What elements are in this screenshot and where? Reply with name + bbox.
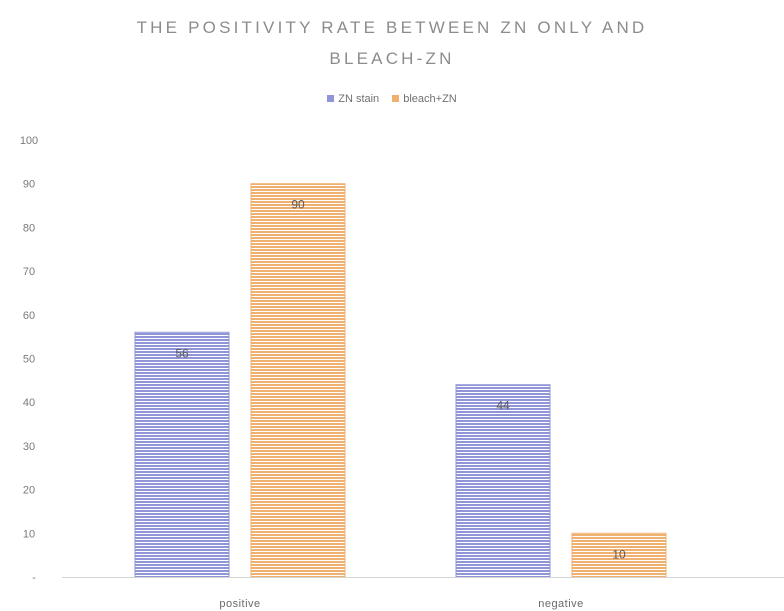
y-tick-label-30: 30 <box>23 441 35 453</box>
bar-negative-zn-stain <box>455 384 551 578</box>
y-tick-label-10: 10 <box>23 528 35 540</box>
y-tick-label-80: 80 <box>23 222 35 234</box>
bar-negative-bleach-zn <box>571 532 667 578</box>
y-tick-label-90: 90 <box>23 179 35 191</box>
y-tick-label-60: 60 <box>23 310 35 322</box>
x-category-label-positive: positive <box>219 598 260 610</box>
y-tick-label-20: 20 <box>23 485 35 497</box>
legend-label-zn-stain: ZN stain <box>338 93 380 105</box>
legend-item-zn-stain: ZN stain <box>327 93 379 105</box>
y-tick-label-70: 70 <box>23 266 35 278</box>
chart-title-line-1: THE POSITIVITY RATE BETWEEN ZN ONLY AND <box>136 18 648 37</box>
y-tick-label-40: 40 <box>23 397 35 409</box>
chart-legend: ZN stain bleach+ZN <box>0 93 784 105</box>
legend-swatch-bleach-zn <box>392 95 400 102</box>
y-tick-label-100: 100 <box>20 135 38 147</box>
data-label-negative-bleach-zn: 10 <box>612 547 626 561</box>
data-label-positive-bleach-zn: 90 <box>291 198 305 212</box>
legend-label-bleach-zn: bleach+ZN <box>403 93 457 105</box>
y-tick-label-50: 50 <box>23 354 35 366</box>
legend-item-bleach-zn: bleach+ZN <box>392 93 457 105</box>
legend-swatch-zn-stain <box>327 95 335 102</box>
bar-positive-zn-stain <box>134 331 230 578</box>
chart-title-line-2: BLEACH-ZN <box>329 49 455 68</box>
x-category-label-negative: negative <box>538 598 584 610</box>
bar-positive-bleach-zn <box>250 183 346 578</box>
y-tick-label-zero: - <box>32 572 36 584</box>
chart-title: THE POSITIVITY RATE BETWEEN ZN ONLY AND … <box>0 12 784 74</box>
data-label-positive-zn-stain: 56 <box>175 346 189 360</box>
data-label-negative-zn-stain: 44 <box>496 399 510 413</box>
